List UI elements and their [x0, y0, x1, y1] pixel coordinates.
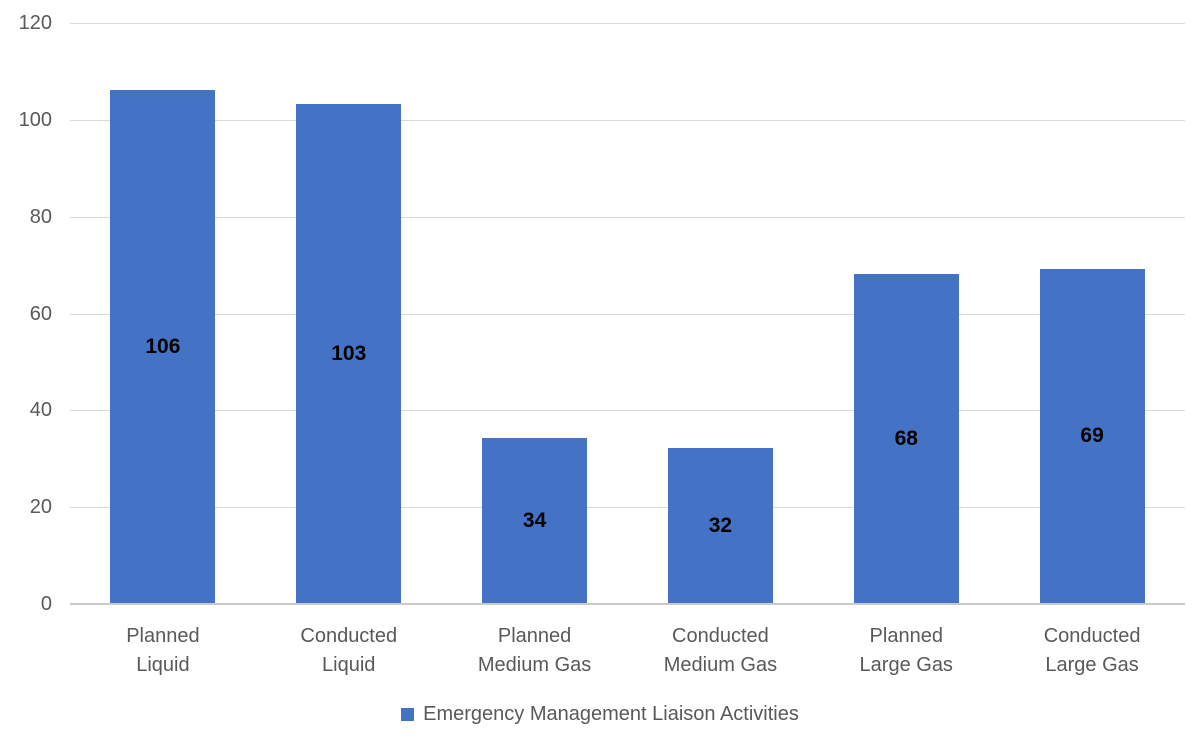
- x-category-label-planned-large-gas: Planned Large Gas: [859, 625, 953, 676]
- gridline-y-120: [70, 23, 1185, 24]
- plot-area: 0 20 40 60 80 100 120 106 103 34 32 68 69: [19, 13, 1185, 614]
- bar-data-label: 34: [522, 509, 547, 533]
- y-tick-label-40: 40: [29, 399, 52, 422]
- x-category-label-conducted-large-gas: Conducted Large Gas: [1043, 625, 1141, 676]
- gridline-y-100: [70, 119, 1185, 121]
- x-category-label-conducted-liquid: Conducted Liquid: [300, 625, 398, 676]
- bar-data-label: 32: [708, 514, 733, 538]
- gridline-y-80: [70, 216, 1185, 218]
- x-category-label-conducted-medium-gas: Conducted Medium Gas: [663, 625, 778, 676]
- gridline-y-20: [70, 507, 1185, 509]
- legend: Emergency Management Liaison Activities: [0, 702, 1200, 726]
- bar-conducted-medium-gas: 32: [667, 448, 773, 603]
- bar-data-label: 69: [1080, 424, 1104, 448]
- gridline-y-60: [70, 313, 1185, 315]
- bar-planned-medium-gas: 34: [482, 438, 588, 603]
- y-tick-label-100: 100: [18, 108, 52, 131]
- gridline-y-40: [70, 410, 1185, 412]
- x-axis-line: [70, 603, 1185, 605]
- bar-data-label: 103: [331, 342, 367, 366]
- y-tick-label-80: 80: [29, 205, 52, 228]
- y-tick-label-0: 0: [40, 593, 52, 615]
- bar-conducted-liquid: 103: [296, 104, 402, 603]
- bar-conducted-large-gas: 69: [1039, 268, 1145, 603]
- y-tick-label-60: 60: [29, 302, 52, 325]
- legend-marker-square-icon: [401, 707, 415, 721]
- bar-planned-large-gas: 68: [853, 273, 959, 603]
- legend-series-label: Emergency Management Liaison Activities: [423, 703, 799, 725]
- x-category-label-planned-liquid: Planned Liquid: [126, 625, 200, 676]
- bar-planned-liquid: 106: [110, 89, 216, 603]
- y-tick-label-20: 20: [29, 496, 52, 519]
- y-tick-label-120: 120: [18, 12, 52, 34]
- bar-data-label: 106: [145, 334, 181, 358]
- x-category-label-planned-medium-gas: Planned Medium Gas: [477, 625, 592, 676]
- bar-data-label: 68: [894, 426, 918, 450]
